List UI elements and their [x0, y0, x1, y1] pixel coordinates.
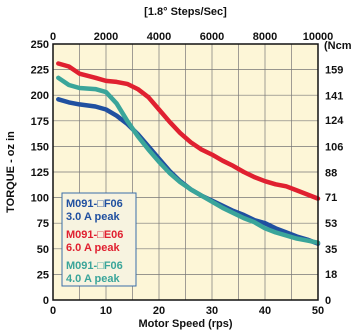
y-tick-label: 75 [37, 218, 49, 230]
top-x-tick-label: 0 [50, 31, 56, 43]
right-axis-title: (Ncm [324, 40, 352, 52]
x-tick-label: 30 [206, 305, 218, 317]
y-tick-label: 0 [43, 295, 49, 307]
y-tick-label: 50 [37, 244, 49, 256]
y-tick-label: 250 [31, 39, 49, 51]
right-y-tick-label: 106 [325, 141, 343, 153]
right-y-tick-label: 124 [325, 115, 344, 127]
series-line-2 [56, 61, 321, 201]
x-tick-label: 40 [259, 305, 271, 317]
y-tick-label: 175 [31, 116, 49, 128]
legend-box [61, 192, 137, 287]
y-tick-label: 150 [31, 141, 49, 153]
right-y-tick-label: 18 [325, 269, 337, 281]
top-x-tick-label: 10000 [303, 31, 334, 43]
right-y-tick-label: 0 [325, 295, 331, 307]
legend-series-1-name: M091-□F06 [66, 198, 123, 210]
y-tick-label: 25 [37, 269, 49, 281]
x-tick-label: 50 [312, 305, 324, 317]
series-layer [56, 61, 321, 246]
right-y-tick-label: 71 [325, 192, 337, 204]
right-y-tick-label: 159 [325, 64, 343, 76]
y-tick-label: 125 [31, 167, 49, 179]
x-tick-label: 0 [50, 305, 56, 317]
top-x-tick-label: 4000 [147, 31, 171, 43]
y-tick-label: 100 [31, 193, 49, 205]
top-x-tick-label: 6000 [200, 31, 224, 43]
legend-series-2-name: M091-□E06 [66, 229, 123, 241]
right-y-tick-label: 141 [325, 91, 343, 103]
legend: M091-□F06 3.0 A peak M091-□E06 6.0 A pea… [61, 192, 137, 287]
legend-series-3-name: M091-□F06 [66, 260, 123, 272]
legend-series-1-current: 3.0 A peak [66, 211, 120, 223]
y-tick-label: 200 [31, 90, 49, 102]
right-y-tick-label: 35 [325, 244, 337, 256]
x-tick-label: 20 [153, 305, 165, 317]
series-line-3 [56, 75, 321, 245]
y-tick-label: 225 [31, 65, 49, 77]
right-y-tick-label: 53 [325, 218, 337, 230]
y-axis-title: TORQUE - oz in [5, 131, 17, 213]
right-y-tick-label: 88 [325, 167, 337, 179]
x-tick-label: 10 [100, 305, 112, 317]
plot-frame [52, 43, 319, 301]
legend-series-3-current: 4.0 A peak [66, 273, 120, 285]
top-x-tick-label: 2000 [94, 31, 118, 43]
x-axis-title: Motor Speed (rps) [138, 318, 232, 330]
top-axis-title: [1.8° Steps/Sec] [144, 6, 227, 18]
legend-series-2-current: 6.0 A peak [66, 242, 120, 254]
top-x-tick-label: 8000 [253, 31, 277, 43]
